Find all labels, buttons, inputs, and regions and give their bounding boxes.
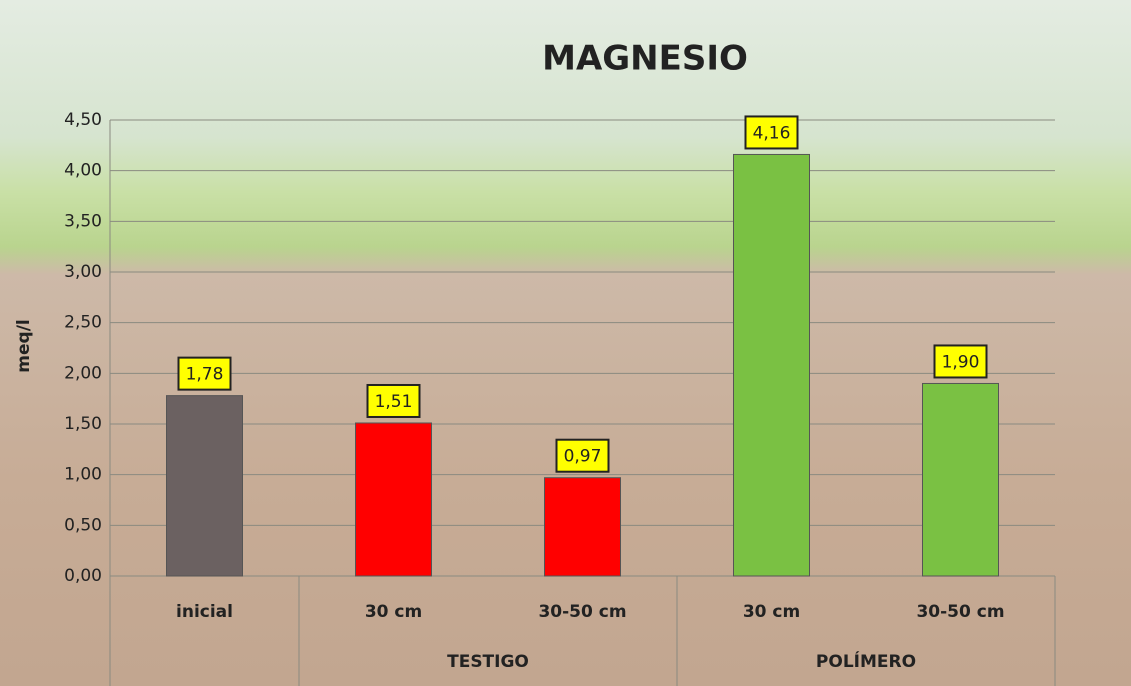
chart-title: MAGNESIO [542, 39, 748, 79]
value-label: 0,97 [564, 447, 602, 467]
y-axis-label: meq/l [14, 319, 34, 372]
y-tick-label: 0,50 [64, 515, 102, 535]
y-tick-label: 0,00 [64, 566, 102, 586]
value-label: 1,78 [186, 365, 224, 385]
y-tick-label: 2,50 [64, 313, 102, 333]
y-tick-label: 1,00 [64, 465, 102, 485]
group-label: POLÍMERO [816, 650, 916, 672]
bar [734, 154, 810, 576]
x-tick-label: 30 cm [743, 602, 800, 622]
x-tick-label: 30-50 cm [916, 602, 1004, 622]
x-tick-label: 30-50 cm [538, 602, 626, 622]
y-tick-label: 3,00 [64, 262, 102, 282]
y-tick-label: 2,00 [64, 363, 102, 383]
group-label: TESTIGO [447, 652, 529, 672]
value-label: 4,16 [753, 123, 791, 143]
bar [923, 383, 999, 576]
y-tick-label: 3,50 [64, 211, 102, 231]
value-label: 1,51 [375, 392, 413, 412]
y-tick-label: 1,50 [64, 414, 102, 434]
y-tick-label: 4,00 [64, 161, 102, 181]
value-label: 1,90 [942, 352, 980, 372]
background [0, 0, 1131, 686]
bar [356, 423, 432, 576]
chart: MAGNESIO meq/l 0,00 0,50 1,00 1,50 2,00 2,50 3… [0, 0, 1131, 686]
bar [167, 396, 243, 576]
bar [545, 478, 621, 576]
x-tick-label: 30 cm [365, 602, 422, 622]
y-tick-label: 4,50 [64, 110, 102, 130]
x-tick-label: inicial [176, 602, 233, 622]
